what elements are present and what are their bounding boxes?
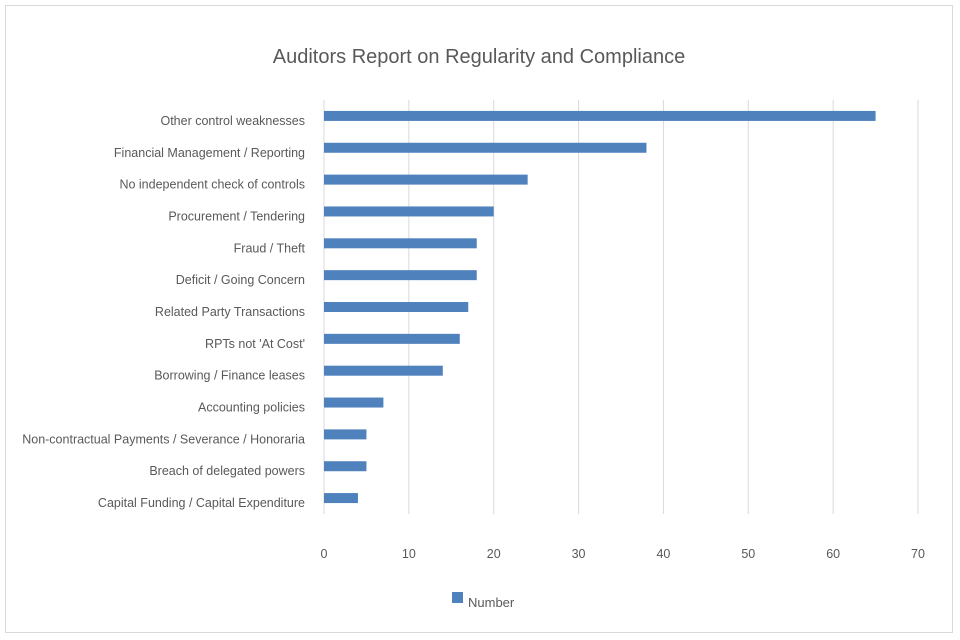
x-tick-label: 40 bbox=[656, 547, 670, 561]
category-label: Non-contractual Payments / Severance / H… bbox=[22, 432, 305, 446]
x-tick-label: 50 bbox=[741, 547, 755, 561]
bar bbox=[324, 270, 477, 281]
bar bbox=[324, 493, 358, 504]
x-tick-label: 0 bbox=[321, 547, 328, 561]
chart-frame bbox=[5, 5, 953, 633]
bar bbox=[324, 142, 647, 153]
category-label: Accounting policies bbox=[198, 401, 305, 415]
bar bbox=[324, 397, 384, 408]
category-label: Borrowing / Finance leases bbox=[154, 369, 305, 383]
bar bbox=[324, 174, 528, 185]
x-tick-label: 70 bbox=[911, 547, 925, 561]
bar bbox=[324, 206, 494, 217]
bar bbox=[324, 110, 876, 121]
category-label: Deficit / Going Concern bbox=[176, 273, 305, 287]
legend-label: Number bbox=[468, 595, 515, 610]
legend: Number bbox=[452, 592, 514, 610]
category-label: Procurement / Tendering bbox=[168, 209, 305, 223]
category-label: Capital Funding / Capital Expenditure bbox=[98, 496, 305, 510]
bar bbox=[324, 302, 469, 312]
category-label: Other control weaknesses bbox=[160, 114, 305, 128]
category-label: Fraud / Theft bbox=[234, 241, 306, 255]
category-label: RPTs not 'At Cost' bbox=[205, 337, 305, 351]
category-label: Financial Management / Reporting bbox=[114, 146, 305, 160]
category-label: Breach of delegated powers bbox=[149, 464, 305, 478]
x-tick-label: 60 bbox=[826, 547, 840, 561]
chart-title: Auditors Report on Regularity and Compli… bbox=[272, 46, 686, 68]
x-tick-label: 20 bbox=[487, 547, 501, 561]
bar bbox=[324, 238, 477, 249]
category-label: No independent check of controls bbox=[119, 178, 305, 192]
bar bbox=[324, 333, 460, 344]
legend-swatch-number bbox=[452, 592, 463, 603]
bar bbox=[324, 365, 443, 376]
x-tick-label: 30 bbox=[572, 547, 586, 561]
x-tick-label: 10 bbox=[402, 547, 416, 561]
category-label: Related Party Transactions bbox=[155, 305, 305, 319]
bar bbox=[324, 461, 367, 472]
bar bbox=[324, 429, 367, 440]
